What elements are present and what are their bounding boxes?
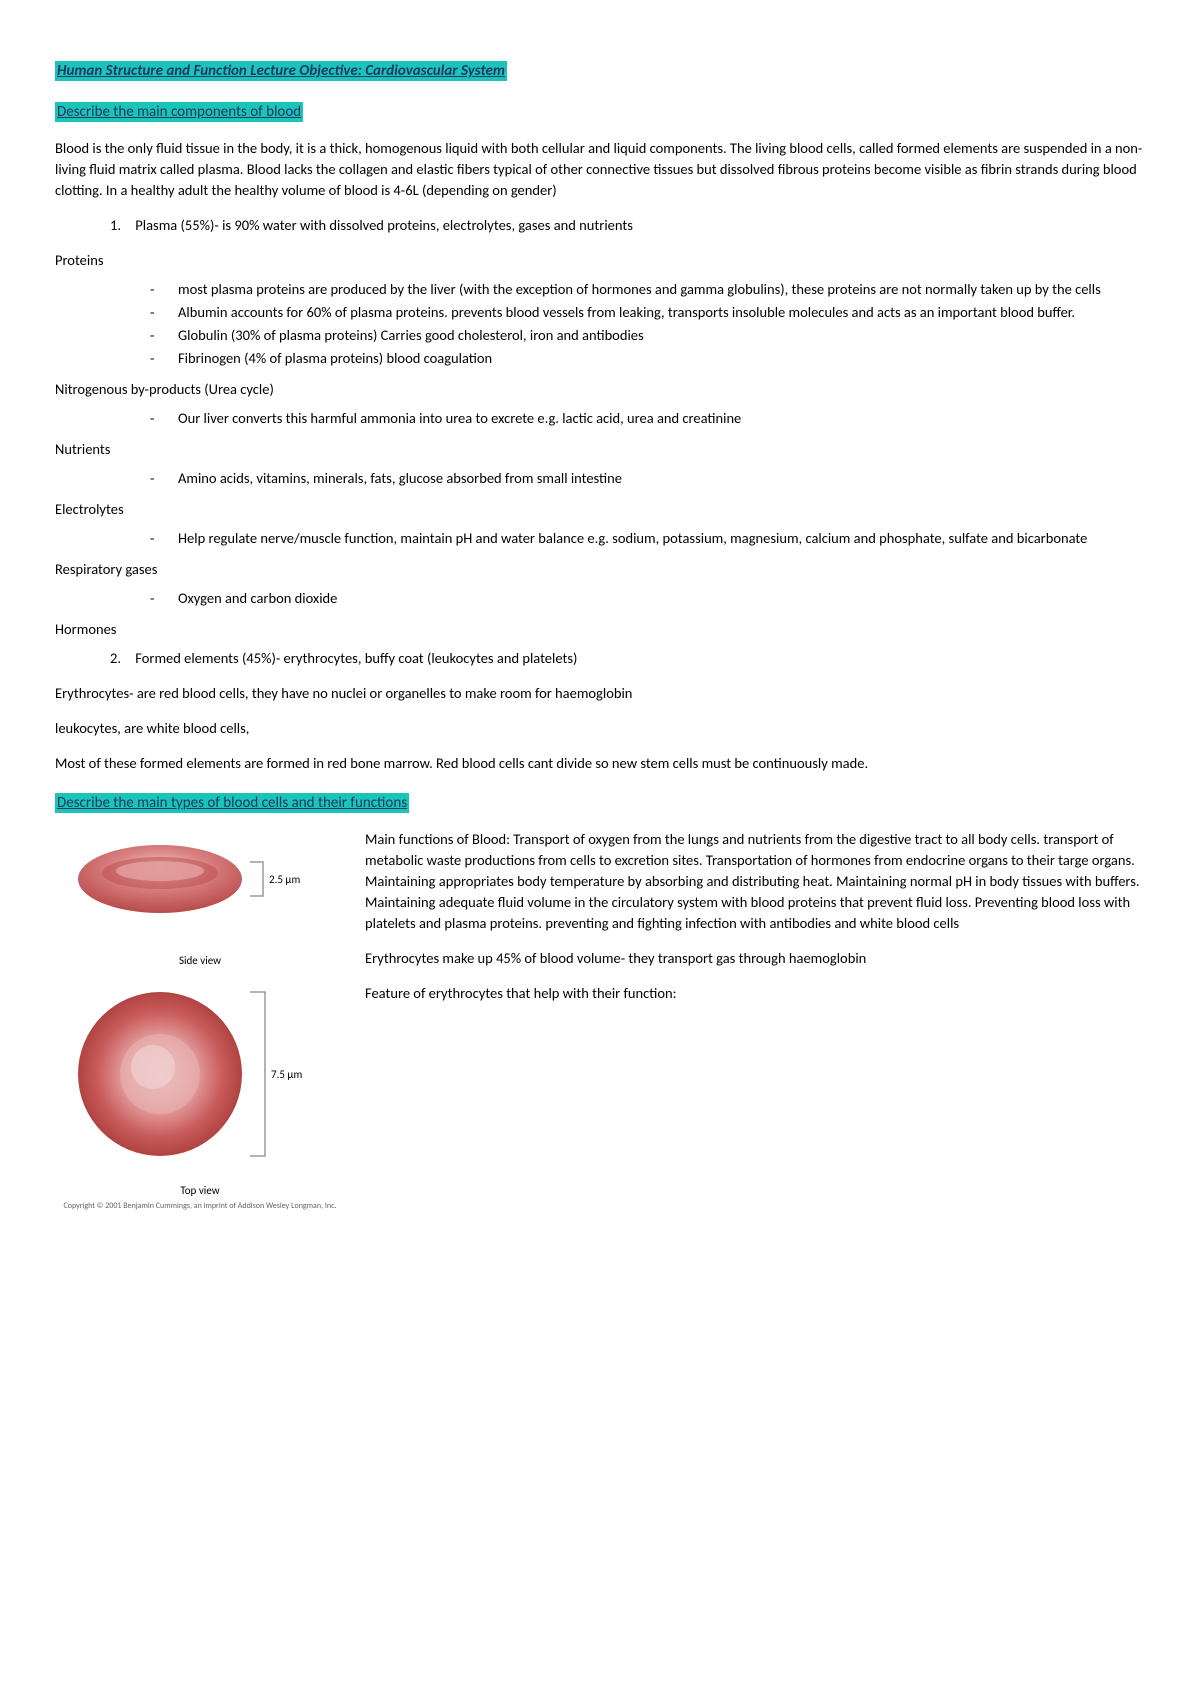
list-item: -Our liver converts this harmful ammonia…: [150, 408, 1145, 429]
top-view-caption: Top view: [55, 1183, 345, 1199]
nutrients-list: -Amino acids, vitamins, minerals, fats, …: [150, 468, 1145, 489]
ordered-item-1: 1. Plasma (55%)- is 90% water with disso…: [110, 215, 1145, 236]
ol-num-1: 1.: [110, 215, 132, 236]
rbc-side-view-icon: 2.5 μm: [55, 829, 335, 949]
list-item: -Amino acids, vitamins, minerals, fats, …: [150, 468, 1145, 489]
electrolytes-label: Electrolytes: [55, 499, 1145, 520]
proteins-list: -most plasma proteins are produced by th…: [150, 279, 1145, 369]
erythrocyte-figure: 2.5 μm Side view 7.5 μm Top vi: [55, 829, 345, 1213]
erythrocyte-features-para: Feature of erythrocytes that help with t…: [365, 983, 1145, 1004]
erythrocytes-45-para: Erythrocytes make up 45% of blood volume…: [365, 948, 1145, 969]
figure-text-row: 2.5 μm Side view 7.5 μm Top vi: [55, 829, 1145, 1213]
electrolytes-list: -Help regulate nerve/muscle function, ma…: [150, 528, 1145, 549]
list-item: -Albumin accounts for 60% of plasma prot…: [150, 302, 1145, 323]
nitrogenous-list: -Our liver converts this harmful ammonia…: [150, 408, 1145, 429]
list-item: -Oxygen and carbon dioxide: [150, 588, 1145, 609]
nitrogenous-label: Nitrogenous by-products (Urea cycle): [55, 379, 1145, 400]
svg-text:2.5 μm: 2.5 μm: [269, 873, 300, 886]
erythrocytes-desc: Erythrocytes- are red blood cells, they …: [55, 683, 1145, 704]
ol-num-2: 2.: [110, 648, 132, 669]
svg-text:7.5 μm: 7.5 μm: [271, 1068, 302, 1081]
figure-column: 2.5 μm Side view 7.5 μm Top vi: [55, 829, 345, 1213]
section2-heading-wrap: Describe the main types of blood cells a…: [55, 792, 1145, 815]
list-item: -Fibrinogen (4% of plasma proteins) bloo…: [150, 348, 1145, 369]
ol-text-1: Plasma (55%)- is 90% water with dissolve…: [135, 216, 633, 234]
section2-text-column: Main functions of Blood: Transport of ox…: [365, 829, 1145, 1018]
section2-heading: Describe the main types of blood cells a…: [55, 793, 409, 813]
figure-copyright: Copyright © 2001 Benjamin Cummings, an i…: [55, 1201, 345, 1213]
leukocytes-desc: leukocytes, are white blood cells,: [55, 718, 1145, 739]
respiratory-list: -Oxygen and carbon dioxide: [150, 588, 1145, 609]
list-item: -most plasma proteins are produced by th…: [150, 279, 1145, 300]
list-item: -Help regulate nerve/muscle function, ma…: [150, 528, 1145, 549]
ol-text-2: Formed elements (45%)- erythrocytes, buf…: [135, 649, 577, 667]
proteins-label: Proteins: [55, 250, 1145, 271]
section1-intro: Blood is the only fluid tissue in the bo…: [55, 138, 1145, 201]
main-title: Human Structure and Function Lecture Obj…: [55, 61, 507, 81]
rbc-top-view-icon: 7.5 μm: [55, 979, 335, 1179]
list-item: -Globulin (30% of plasma proteins) Carri…: [150, 325, 1145, 346]
side-view-caption: Side view: [55, 953, 345, 969]
hormones-label: Hormones: [55, 619, 1145, 640]
respiratory-label: Respiratory gases: [55, 559, 1145, 580]
blood-functions-para: Main functions of Blood: Transport of ox…: [365, 829, 1145, 934]
ordered-item-2: 2. Formed elements (45%)- erythrocytes, …: [110, 648, 1145, 669]
section1-heading-wrap: Describe the main components of blood: [55, 101, 1145, 124]
main-title-wrap: Human Structure and Function Lecture Obj…: [55, 60, 1145, 83]
nutrients-label: Nutrients: [55, 439, 1145, 460]
section1-heading: Describe the main components of blood: [55, 102, 303, 122]
formed-elements-desc: Most of these formed elements are formed…: [55, 753, 1145, 774]
